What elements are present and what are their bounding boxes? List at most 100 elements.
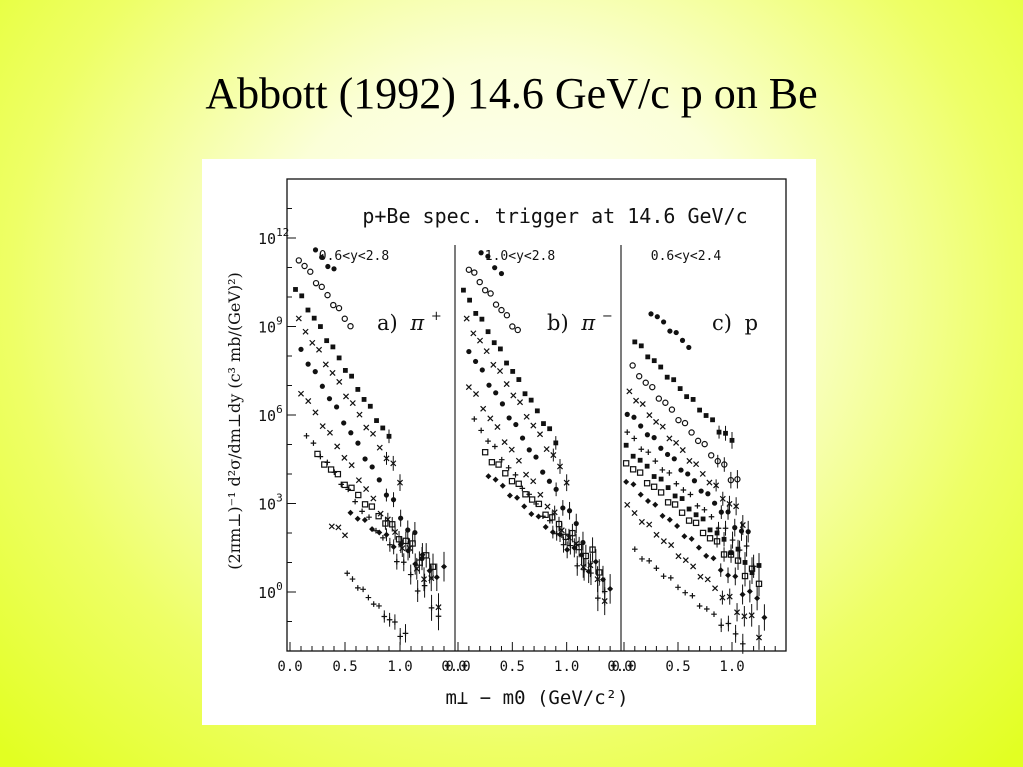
data-point <box>494 423 501 431</box>
data-point <box>637 491 644 498</box>
data-point <box>334 443 341 450</box>
data-point <box>471 416 478 422</box>
series-plus <box>344 570 409 645</box>
data-point <box>668 542 675 549</box>
data-point <box>690 397 696 402</box>
data-point <box>338 481 345 488</box>
series-cross <box>624 501 763 650</box>
data-point <box>658 445 664 451</box>
data-point <box>700 516 706 522</box>
data-point <box>626 388 633 395</box>
data-point <box>316 346 323 353</box>
data-point <box>325 263 331 270</box>
data-point <box>688 429 695 436</box>
data-point <box>646 412 653 419</box>
data-point <box>341 532 349 539</box>
data-point <box>704 606 710 612</box>
data-point <box>659 467 666 473</box>
data-point <box>376 529 383 536</box>
data-point <box>697 573 704 580</box>
data-point <box>662 399 669 406</box>
data-point <box>692 519 700 527</box>
data-point <box>681 419 689 427</box>
data-point <box>318 324 323 329</box>
data-point <box>487 415 494 422</box>
data-point <box>650 483 658 490</box>
data-point <box>354 515 361 522</box>
series-filled-square <box>461 287 559 450</box>
data-point <box>522 391 528 397</box>
data-point <box>349 400 356 407</box>
data-point <box>639 556 645 562</box>
data-point <box>380 425 386 431</box>
y-axis-label: (2πm⊥)⁻¹ d²σ/dm⊥dy (c³ mb/(GeV)²) <box>225 272 244 570</box>
data-point <box>657 489 665 496</box>
data-point <box>547 426 553 432</box>
data-point <box>637 457 643 463</box>
data-point <box>698 488 704 494</box>
data-point <box>710 417 715 423</box>
data-point <box>542 523 549 530</box>
data-point <box>478 250 484 256</box>
data-point <box>699 529 707 537</box>
data-point <box>486 382 492 388</box>
data-point <box>485 253 491 259</box>
series-filled-diamond <box>485 473 614 604</box>
data-point <box>305 398 312 405</box>
data-point <box>508 446 515 453</box>
data-point <box>694 437 702 445</box>
data-point <box>671 501 679 508</box>
series-cross <box>295 315 404 492</box>
x-tick-label: 1.0 <box>387 659 412 675</box>
data-point <box>496 367 504 375</box>
data-point <box>466 348 472 355</box>
data-point <box>526 447 532 453</box>
data-point <box>664 451 671 458</box>
data-point <box>515 480 522 487</box>
data-point <box>483 348 490 355</box>
data-point <box>506 415 512 421</box>
data-point <box>478 427 484 434</box>
data-point <box>706 479 713 486</box>
data-point <box>365 594 372 601</box>
data-point <box>480 405 487 412</box>
data-point <box>544 503 551 510</box>
data-point <box>368 503 376 510</box>
data-point <box>708 513 715 520</box>
x-axis-label: m⊥ − m0 (GeV/c²) <box>445 687 628 709</box>
data-point <box>528 511 535 518</box>
data-point <box>540 469 546 475</box>
data-point <box>693 461 700 468</box>
y-tick-label: 1012 <box>258 226 289 248</box>
slide-title: Abbott (1992) 14.6 GeV/c p on Be <box>205 69 818 118</box>
data-point <box>510 369 516 374</box>
chart-svg: p+Be spec. trigger at 14.6 GeV/c 0.6<y<2… <box>225 178 787 709</box>
data-point <box>533 454 539 460</box>
data-point <box>697 407 702 413</box>
data-point <box>701 440 708 448</box>
data-point <box>668 575 674 581</box>
data-point <box>668 406 676 413</box>
data-point <box>367 403 373 409</box>
data-point <box>629 466 637 473</box>
data-point <box>682 589 688 596</box>
data-point <box>651 358 657 364</box>
data-point <box>546 478 553 484</box>
data-point <box>355 440 361 446</box>
data-point <box>335 304 343 312</box>
data-point <box>327 466 335 473</box>
data-point <box>502 470 509 477</box>
data-point <box>349 373 354 379</box>
data-point <box>326 396 333 402</box>
data-point <box>374 418 379 423</box>
data-point <box>348 462 355 469</box>
data-point <box>671 377 677 383</box>
data-point <box>341 315 348 322</box>
data-point <box>691 478 698 484</box>
data-point <box>681 533 688 540</box>
y-tick-label: 109 <box>258 315 283 337</box>
data-point <box>535 500 543 508</box>
data-point <box>658 364 664 370</box>
data-point <box>679 496 685 501</box>
